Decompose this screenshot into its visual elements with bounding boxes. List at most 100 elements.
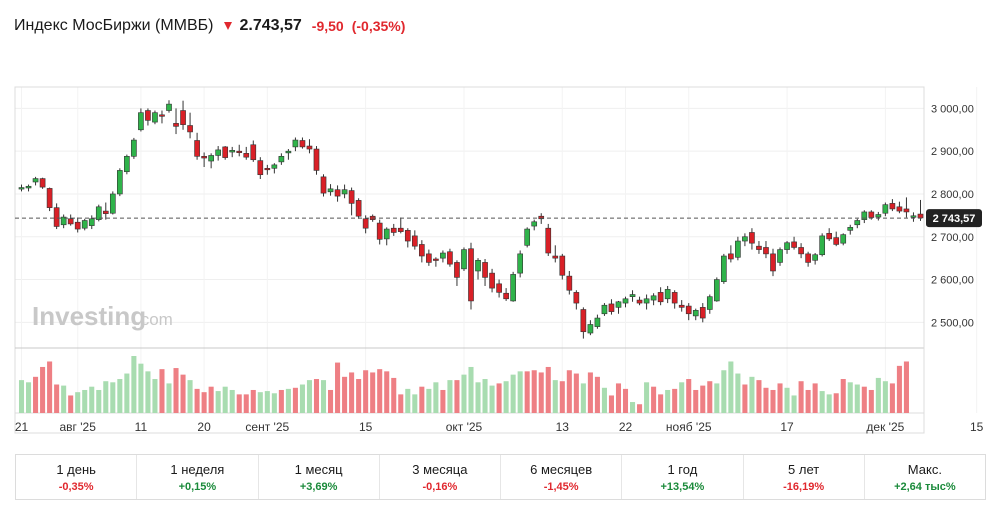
candle bbox=[847, 224, 854, 235]
last-price-tag-label: 2 743,57 bbox=[933, 213, 976, 225]
candle-body bbox=[433, 258, 439, 261]
candle-body bbox=[32, 178, 39, 183]
x-tick-label: 22 bbox=[619, 420, 633, 434]
volume-bar bbox=[679, 382, 685, 413]
candle bbox=[531, 219, 538, 231]
candle bbox=[152, 110, 158, 125]
volume-bar bbox=[166, 383, 172, 413]
candle bbox=[334, 185, 341, 202]
candle bbox=[622, 296, 629, 308]
period-5[interactable]: 1 год +13,54% bbox=[622, 455, 744, 499]
down-arrow-icon bbox=[223, 22, 232, 30]
candle-body bbox=[636, 299, 643, 304]
candle-body bbox=[615, 301, 622, 308]
candle-body bbox=[713, 279, 720, 302]
candle-body bbox=[798, 247, 804, 255]
volume-bar bbox=[447, 380, 453, 413]
volume-bar bbox=[222, 386, 228, 413]
candle bbox=[896, 201, 903, 214]
candle bbox=[236, 144, 243, 157]
candle-body bbox=[622, 298, 629, 304]
candle bbox=[650, 293, 657, 306]
price-chart[interactable]: Investing .com 3 000,00 2 900,00 2 800,00 2… bbox=[0, 0, 999, 450]
candle-body bbox=[735, 240, 741, 258]
candle bbox=[861, 210, 868, 224]
volume-bar bbox=[328, 389, 334, 413]
candle-body bbox=[362, 218, 369, 229]
last-price-line: 2 743,57 bbox=[15, 209, 982, 228]
candle bbox=[840, 233, 847, 246]
period-3[interactable]: 3 месяца -0,16% bbox=[380, 455, 501, 499]
period-label: 6 месяцев bbox=[530, 461, 593, 477]
candle bbox=[250, 140, 257, 162]
candle bbox=[348, 187, 355, 216]
volume-bar bbox=[61, 385, 67, 413]
candle bbox=[74, 217, 81, 233]
candle bbox=[882, 202, 889, 217]
volume-bar bbox=[552, 380, 558, 413]
volume-bar bbox=[384, 371, 390, 413]
candle-body bbox=[285, 150, 292, 154]
candle-body bbox=[447, 251, 453, 265]
candle bbox=[320, 174, 327, 197]
volume-bar bbox=[707, 381, 713, 413]
volume-bar bbox=[419, 386, 425, 413]
candle-body bbox=[152, 112, 158, 123]
candle-body bbox=[482, 262, 488, 278]
x-tick-label: 13 bbox=[556, 420, 570, 434]
volume-bar bbox=[742, 384, 748, 413]
volume-bar bbox=[335, 362, 341, 413]
candle bbox=[166, 100, 172, 113]
y-tick-label: 2 700,00 bbox=[931, 232, 974, 244]
volume-bar bbox=[805, 389, 811, 413]
candle-body bbox=[299, 140, 306, 148]
volume-bar bbox=[665, 389, 671, 413]
candle bbox=[805, 251, 811, 267]
volume-bar bbox=[405, 388, 411, 413]
investing-logo: Investing .com bbox=[32, 301, 173, 331]
period-0[interactable]: 1 день -0,35% bbox=[16, 455, 138, 499]
period-6[interactable]: 5 лет -16,19% bbox=[744, 455, 865, 499]
candle bbox=[117, 168, 123, 197]
candle-body bbox=[461, 249, 467, 270]
volume-bar bbox=[18, 380, 25, 413]
candle bbox=[854, 218, 861, 229]
candle-body bbox=[840, 234, 847, 244]
instrument-title: Индекс МосБиржи (MMBБ) bbox=[14, 17, 214, 34]
period-value: +0,15% bbox=[178, 480, 217, 493]
volume-bar bbox=[798, 381, 804, 413]
candle bbox=[404, 228, 411, 248]
period-4[interactable]: 6 месяцев -1,45% bbox=[501, 455, 623, 499]
volume-bar bbox=[826, 394, 832, 413]
candle-body bbox=[685, 305, 692, 315]
volume-bar bbox=[124, 373, 130, 413]
candle bbox=[180, 100, 186, 130]
candle bbox=[713, 277, 720, 302]
candle bbox=[671, 290, 678, 309]
price-change-percent: (-0,35%) bbox=[351, 18, 406, 34]
candle bbox=[60, 214, 67, 229]
period-1[interactable]: 1 неделя +0,15% bbox=[137, 455, 259, 499]
volume-bar bbox=[110, 382, 116, 413]
candle bbox=[664, 285, 671, 304]
period-2[interactable]: 1 месяц +3,69% bbox=[259, 455, 380, 499]
candle bbox=[721, 253, 727, 284]
volume-bar bbox=[538, 372, 544, 413]
x-tick-label: 15 bbox=[970, 420, 984, 434]
candle-body bbox=[404, 230, 411, 242]
candle bbox=[32, 176, 39, 186]
period-7[interactable]: Макс. +2,64 тыс% bbox=[865, 455, 985, 499]
last-price-tag bbox=[926, 209, 982, 228]
volume-bar bbox=[440, 389, 446, 413]
volume-bar bbox=[292, 387, 298, 413]
candle bbox=[25, 184, 32, 192]
candle bbox=[601, 303, 608, 316]
candle-body bbox=[376, 222, 383, 240]
candle-body bbox=[503, 292, 509, 300]
period-value: +2,64 тыс% bbox=[894, 480, 956, 493]
candle-body bbox=[917, 213, 924, 219]
candle bbox=[285, 149, 292, 160]
candle bbox=[264, 164, 271, 175]
candle bbox=[124, 154, 130, 175]
candle bbox=[222, 146, 229, 160]
